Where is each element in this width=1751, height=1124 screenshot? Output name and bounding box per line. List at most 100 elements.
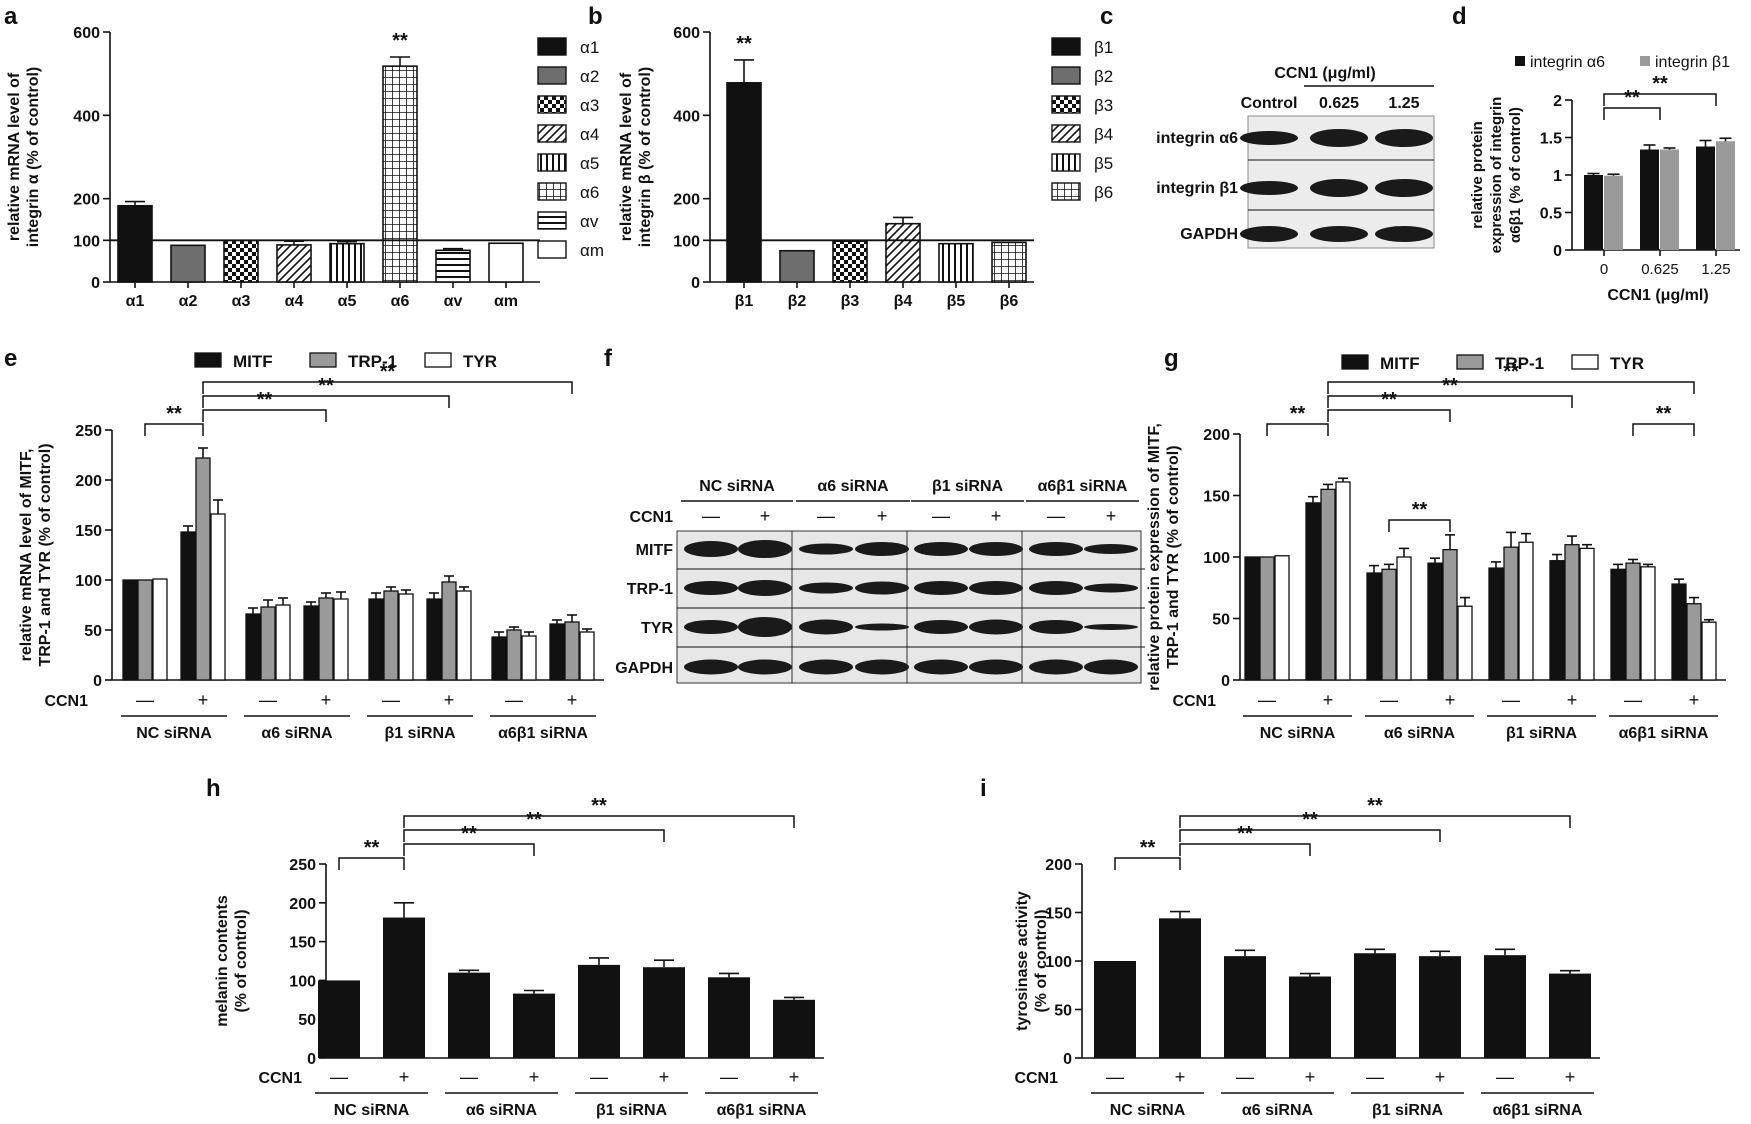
chart-g-y-tick-label: 50 — [1212, 612, 1230, 629]
chart-a-legend-swatch — [537, 124, 567, 143]
blot-f-band — [1084, 544, 1138, 554]
chart-b-bar — [832, 240, 868, 283]
chart-d-y-tick-label: 1 — [1553, 168, 1562, 185]
chart-g-significance-bracket — [1327, 381, 1695, 394]
chart-e-significance-bracket — [202, 395, 450, 408]
chart-b-x-tick-label: β1 — [735, 293, 754, 310]
blot-f-group-label: α6β1 siRNA — [1038, 478, 1128, 495]
chart-b-bar — [779, 249, 815, 283]
blot-c-row-label: integrin β1 — [1156, 180, 1238, 197]
chart-g-significance-mark: ** — [1656, 403, 1672, 425]
chart-e-bar — [426, 598, 442, 681]
chart-b-legend-label: β1 — [1094, 38, 1113, 57]
chart-e-legend-swatch — [194, 352, 222, 368]
chart-a-bar — [223, 239, 259, 283]
chart-e-significance-mark: ** — [257, 389, 273, 411]
blot-f-band — [1029, 542, 1083, 556]
chart-d-legend-swatch — [1640, 56, 1650, 66]
chart-g-bar — [1686, 603, 1702, 681]
chart-h-ccn1-sign: + — [789, 1067, 800, 1087]
chart-h-y-tick-label: 150 — [289, 935, 316, 952]
chart-g-bar — [1274, 555, 1290, 681]
chart-h-y-tick-label: 200 — [289, 896, 316, 913]
chart-d-bar — [1640, 149, 1659, 250]
chart-e-legend-swatch — [424, 352, 452, 368]
chart-h-significance-mark: ** — [461, 823, 477, 845]
panel-label-e: e — [4, 345, 17, 372]
blot-f-row-label: GAPDH — [615, 660, 673, 677]
chart-a-y-label: relative mRNA level of integrin α (% of c… — [6, 67, 42, 247]
chart-e-group-label: β1 siRNA — [384, 725, 456, 742]
blot-c-band — [1310, 129, 1368, 147]
chart-g-bar — [1320, 488, 1336, 681]
blot-c-band — [1310, 179, 1368, 197]
chart-h-group-label: NC siRNA — [334, 1102, 410, 1119]
blot-f-ccn1-sign: + — [991, 506, 1002, 526]
chart-e-bar — [579, 631, 595, 681]
chart-g: 0 50 100 150 200 CCN1 — + — + — + — + NC siRNA α6 siRNA… — [1146, 354, 1726, 742]
chart-d-y-label: relative protein expression of integrin α6… — [1469, 97, 1524, 254]
chart-g-bar — [1564, 544, 1580, 681]
chart-e-significance-mark: ** — [166, 403, 182, 425]
chart-d-significance-mark: ** — [1624, 87, 1640, 109]
chart-e-bar — [180, 531, 196, 681]
blot-f-band — [684, 541, 738, 557]
chart-e-bar — [245, 613, 261, 681]
blot-f-ccn1-sign: — — [817, 506, 835, 526]
blot-f-band — [914, 620, 968, 634]
blot-c-column-label: Control — [1241, 95, 1298, 112]
chart-d-x-tick-label: 1.25 — [1701, 261, 1730, 278]
blot-f-group-label: NC siRNA — [699, 478, 775, 495]
chart-a-legend-label: α6 — [580, 183, 599, 202]
panel-label-c: c — [1100, 3, 1113, 30]
chart-e-bar — [260, 606, 276, 681]
chart-h-bar — [448, 972, 490, 1058]
chart-g-legend-label: MITF — [1380, 354, 1420, 373]
chart-h-ccn1-sign: — — [330, 1067, 348, 1087]
chart-g-y-tick-label: 200 — [1203, 427, 1230, 444]
chart-a-legend-label: α2 — [580, 67, 599, 86]
chart-h-ccn1-sign: — — [590, 1067, 608, 1087]
chart-i-ccn1-sign: + — [1305, 1067, 1316, 1087]
blot-c-band — [1240, 131, 1298, 145]
chart-a-legend-swatch — [537, 95, 567, 114]
chart-e-y-tick-label: 200 — [75, 473, 102, 490]
chart-g-ccn1-sign: — — [1258, 690, 1276, 710]
chart-d-legend-swatch — [1515, 56, 1525, 66]
chart-g-bar — [1259, 556, 1275, 681]
chart-g-bar — [1366, 572, 1382, 681]
chart-h-significance-bracket — [403, 829, 665, 842]
chart-a-bar — [382, 65, 418, 283]
chart-g-significance-mark: ** — [1381, 389, 1397, 411]
chart-e-bar — [506, 629, 522, 681]
chart-e-group-label: α6β1 siRNA — [498, 725, 588, 742]
chart-h-ccn1-sign: — — [460, 1067, 478, 1087]
chart-g-bar — [1610, 568, 1626, 681]
chart-a-legend-label: α5 — [580, 154, 599, 173]
chart-d-bar — [1584, 175, 1603, 250]
chart-g-ccn1-sign: + — [1567, 690, 1578, 710]
blot-f-band — [799, 543, 853, 555]
chart-g-significance-bracket — [1632, 423, 1695, 436]
chart-d-x-tick-label: 0.625 — [1641, 261, 1679, 278]
blot-f-band — [855, 623, 909, 631]
blot-c-band — [1375, 179, 1433, 197]
chart-g-bar — [1579, 547, 1595, 681]
blot-f-band — [684, 620, 738, 634]
blot-f-row-label: TRP-1 — [627, 581, 673, 598]
chart-g-ccn1-sign: — — [1380, 690, 1398, 710]
blot-f-band — [738, 617, 792, 637]
panel-label-f: f — [604, 345, 613, 372]
chart-b-y-tick-label: 600 — [673, 25, 700, 42]
chart-i-bar — [1354, 953, 1396, 1058]
chart-i-significance-mark: ** — [1302, 809, 1318, 831]
chart-g-significance-bracket — [1327, 409, 1451, 422]
chart-i-y-tick-label: 50 — [1054, 1003, 1072, 1020]
chart-i-y-label: tyrosinase activity (% of control) — [1014, 891, 1050, 1031]
chart-g-y-tick-label: 0 — [1221, 673, 1230, 690]
chart-e-legend-label: MITF — [233, 352, 273, 371]
chart-i-significance-bracket — [1179, 843, 1311, 856]
chart-h-ccn1-sign: + — [659, 1067, 670, 1087]
chart-i-significance-bracket — [1114, 857, 1181, 870]
chart-h-bar — [708, 977, 750, 1058]
